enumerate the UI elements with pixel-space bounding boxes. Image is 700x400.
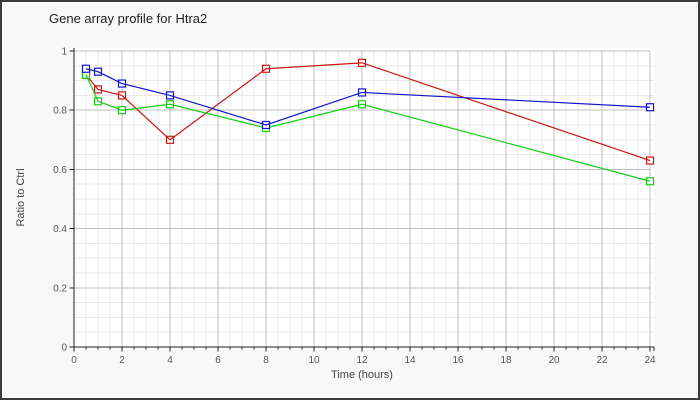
x-axis-title: Time (hours) <box>331 369 393 381</box>
grid-major <box>74 50 651 347</box>
x-tick-label: 14 <box>404 355 416 366</box>
y-tick-label: 0.8 <box>53 106 67 117</box>
x-tick-label: 2 <box>119 355 125 366</box>
series-green <box>81 70 655 186</box>
series-blue <box>81 64 655 130</box>
x-tick-label: 0 <box>71 355 77 366</box>
chart-title: Gene array profile for Htra2 <box>49 11 208 26</box>
y-axis-title: Ratio to Ctrl <box>15 168 27 226</box>
y-tick-label: 0.4 <box>53 224 67 235</box>
series-line-blue <box>85 68 651 126</box>
axes <box>73 48 655 351</box>
x-tick-label: 8 <box>263 355 269 366</box>
x-tick-label: 20 <box>548 355 560 366</box>
x-tick-label: 22 <box>596 355 608 366</box>
series-line-red <box>85 62 651 162</box>
x-tick-label: 10 <box>308 355 320 366</box>
series-line-green <box>85 74 651 182</box>
x-tick-label: 4 <box>167 355 173 366</box>
x-tick-label: 24 <box>644 355 656 366</box>
x-tick-label: 18 <box>500 355 512 366</box>
y-tick-label: 0 <box>61 343 67 354</box>
x-tick-label: 6 <box>215 355 221 366</box>
x-axis-ticks: 0 2 4 6 8 10 12 14 16 18 20 22 24 <box>71 347 656 366</box>
series-red <box>81 58 655 165</box>
x-tick-label: 16 <box>452 355 464 366</box>
x-tick-label: 12 <box>356 355 368 366</box>
y-tick-label: 1 <box>61 47 67 58</box>
grid-minor <box>74 51 654 347</box>
y-axis-ticks: 0 0.2 0.4 0.6 0.8 1 <box>53 47 74 354</box>
y-tick-label: 0.2 <box>53 283 67 294</box>
y-tick-label: 0.6 <box>53 165 67 176</box>
